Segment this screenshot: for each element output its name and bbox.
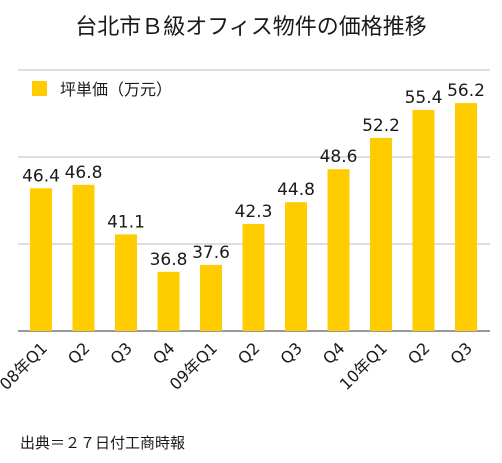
legend: 坪単価（万元） [32,80,172,99]
x-tick-label: Q2 [404,339,434,369]
data-label: 36.8 [150,250,188,270]
chart-title: 台北市Ｂ級オフィス物件の価格推移 [75,15,427,40]
legend-label: 坪単価（万元） [60,80,172,99]
x-tick-label: Q4 [149,339,179,369]
x-tick-label: Q3 [446,339,476,369]
data-label: 41.1 [107,212,145,232]
data-label: 37.6 [192,243,230,263]
data-label: 48.6 [320,147,358,167]
x-tick-label: Q4 [319,339,349,369]
bar [455,103,477,331]
x-tick-label: 10年Q1 [336,339,391,394]
data-label: 52.2 [362,116,400,136]
bar [370,137,392,331]
bar [115,234,137,331]
bars [30,103,477,331]
bar [200,264,222,331]
data-label: 46.8 [65,163,103,183]
legend-swatch [32,81,47,96]
bar [327,169,350,331]
x-tick-label: Q2 [234,339,264,369]
bar [30,188,52,331]
data-label: 55.4 [405,88,443,108]
bar [157,271,180,331]
x-tick-label: Q3 [106,339,136,369]
data-labels: 46.4 46.8 41.136.8 37.6 42.344.848.652.255.4… [22,81,485,270]
source-note: 出典＝２７日付工商時報 [20,434,185,452]
data-label: 56.2 [447,81,485,101]
bar [285,202,307,331]
bar [72,184,95,331]
data-label: 46.4 [22,166,60,186]
data-label: 42.3 [235,202,273,222]
data-label: 44.8 [277,180,315,200]
bar [412,110,435,331]
x-tick-label: Q2 [64,339,94,369]
x-tick-label: Q3 [276,339,306,369]
bar [242,224,265,331]
x-tick-label: 09年Q1 [166,339,221,394]
x-tick-label: 08年Q1 [0,339,51,394]
